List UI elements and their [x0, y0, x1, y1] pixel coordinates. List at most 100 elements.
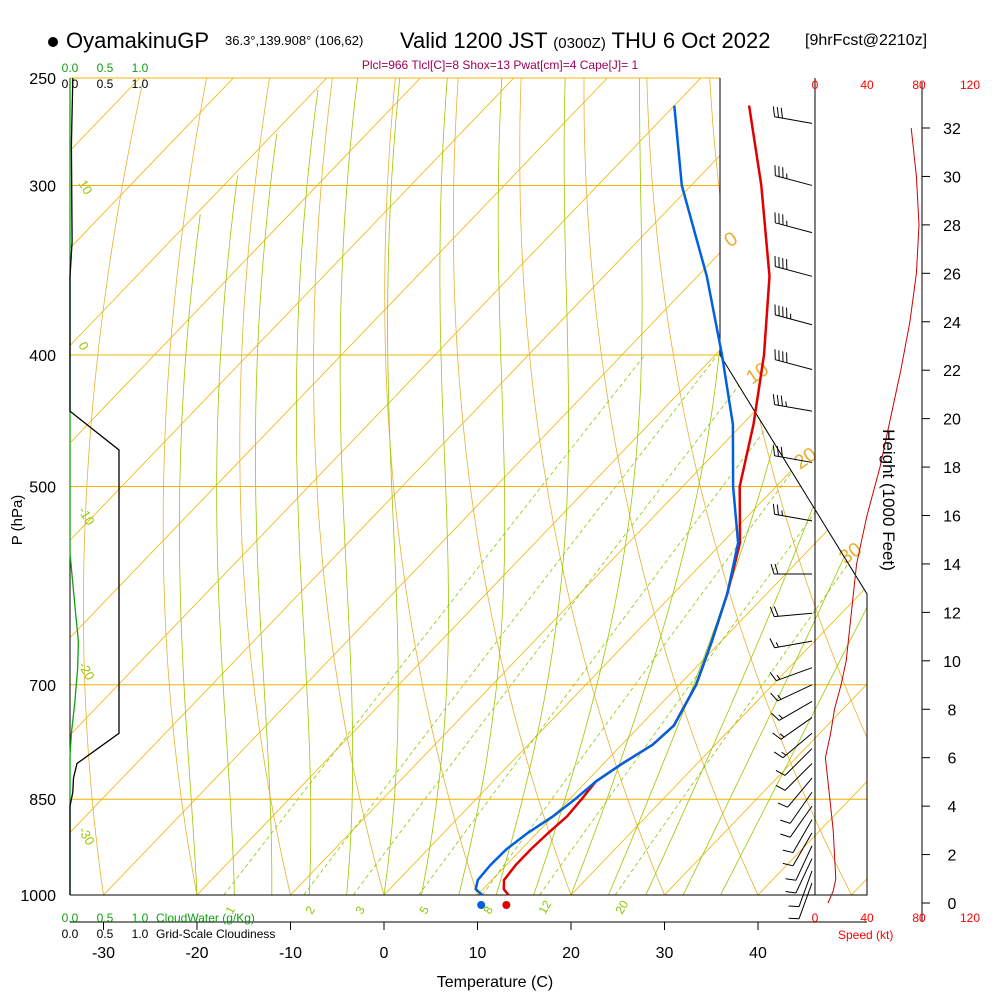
- wind-barb-staff: [795, 858, 813, 894]
- isotherm-line: [70, 78, 421, 895]
- cloudwater-top-tick: 1.0: [132, 61, 149, 75]
- pressure-tick-label: 850: [29, 792, 56, 809]
- wind-barb-flag: [772, 445, 776, 456]
- speed-bottom-tick: 80: [912, 911, 926, 925]
- speed-top-tick: 120: [960, 78, 980, 92]
- wind-barb: [770, 563, 813, 575]
- pressure-tick-label: 500: [29, 480, 56, 497]
- temp-tick-label: 0: [380, 945, 389, 962]
- wind-barb-flag: [770, 563, 775, 575]
- wind-barb-staff: [782, 732, 813, 759]
- height-tick-label: 2: [948, 848, 957, 865]
- moist-adiabat: [645, 78, 867, 895]
- wind-barb-flag: [788, 905, 800, 908]
- height-tick-label: 20: [943, 412, 961, 429]
- wind-barb-flag: [772, 503, 776, 515]
- moist-adiabat-label: -10: [75, 504, 97, 528]
- temp-tick-label: 40: [749, 945, 767, 962]
- wind-barb-flag: [776, 107, 780, 118]
- wind-barb-staff: [774, 404, 813, 412]
- wind-barb-flag: [782, 849, 794, 854]
- wind-barb-flag: [769, 606, 775, 617]
- height-tick-label: 16: [943, 509, 961, 526]
- height-tick-label: 26: [943, 266, 961, 283]
- wind-barb: [785, 845, 813, 881]
- wind-barb-flag: [773, 606, 779, 617]
- cloudiness-top-tick: 0.5: [97, 77, 114, 91]
- mixing-ratio-line: [418, 354, 822, 895]
- wind-barb: [788, 870, 813, 908]
- cloud-panel: 0.00.00.50.51.01.00.00.00.50.51.01.0Clou…: [62, 61, 276, 941]
- height-tick-label: 24: [943, 315, 961, 332]
- dry-adiabat: [239, 78, 291, 895]
- isotherm-line: [851, 78, 867, 895]
- wind-barb-staff: [774, 455, 813, 463]
- wind-barb: [785, 858, 813, 894]
- stability-indices: Plcl=966 Tlcl[C]=8 Shox=13 Pwat[cm]=4 Ca…: [361, 58, 639, 72]
- moist-adiabat: [216, 175, 238, 895]
- moist-adiabat: [383, 78, 403, 895]
- dry-adiabat-label: 0: [720, 228, 742, 252]
- wind-barb-staff: [784, 763, 813, 791]
- wind-barb-half-flag: [777, 694, 782, 700]
- wind-barb-staff: [778, 700, 813, 721]
- wind-barb-flag: [772, 732, 782, 740]
- mixing-ratio-label: 20: [612, 898, 631, 917]
- moist-adiabat-label: -20: [75, 659, 97, 683]
- moist-adiabat: [720, 78, 867, 895]
- thermo-grid: [70, 54, 1000, 895]
- moist-adiabat: [179, 214, 201, 895]
- wind-barb-flag: [775, 784, 786, 791]
- valid-prefix: Valid 1200 JST: [400, 28, 548, 53]
- mixing-ratio-line: [539, 354, 867, 895]
- cloudiness-curve: [69, 77, 120, 895]
- wind-barb: [772, 394, 813, 412]
- height-axis-title: Height (1000 Feet): [879, 429, 898, 571]
- wind-barb-staff: [774, 612, 813, 618]
- temp-tick-label: 20: [562, 945, 580, 962]
- moist-adiabat: [458, 78, 506, 895]
- wind-barb-half-flag: [785, 401, 787, 407]
- isotherm-line: [477, 78, 867, 895]
- height-tick-label: 4: [948, 799, 957, 816]
- cloudwater-top-tick: 0.0: [62, 61, 79, 75]
- isotherm-line: [664, 78, 867, 895]
- wind-barb-flag: [780, 107, 783, 119]
- wind-barb: [775, 748, 813, 776]
- wind-barb-flag: [775, 770, 786, 776]
- wind-barb-staff: [792, 832, 813, 867]
- station-dot-icon: [48, 37, 58, 47]
- dry-adiabat: [313, 78, 385, 895]
- dry-adiabat: [646, 78, 852, 895]
- height-tick-label: 30: [943, 169, 961, 186]
- wind-barb-half-flag: [781, 751, 787, 756]
- wind-barb-flag: [782, 862, 794, 867]
- cloudwater-label: CloudWater (g/Kg): [156, 911, 255, 925]
- wind-barb-staff: [776, 667, 813, 682]
- plot-border: [70, 78, 868, 896]
- dry-adiabat: [957, 54, 1000, 895]
- moist-adiabat-label: 0: [75, 339, 92, 353]
- wind-barb-staff: [775, 222, 813, 234]
- mixing-ratio-line: [223, 354, 646, 895]
- wind-barb-flag: [780, 446, 783, 458]
- station-coords: 36.3°,139.908° (106,62): [225, 33, 364, 48]
- wind-barb-flag: [773, 751, 784, 759]
- wind-barb: [769, 638, 813, 649]
- wind-barb-staff: [795, 845, 813, 881]
- isotherm-line: [70, 78, 328, 895]
- wind-barb: [780, 805, 813, 838]
- height-tick-label: 18: [943, 460, 961, 477]
- mixing-ratio-line: [303, 354, 718, 895]
- cloudiness-top-tick: 1.0: [132, 77, 149, 91]
- pressure-tick-label: 300: [29, 178, 56, 195]
- station-name: OyamakinuGP: [66, 28, 210, 53]
- speed-bottom-tick: 0: [812, 911, 819, 925]
- wind-barb: [772, 445, 813, 463]
- pressure-tick-label: 1000: [20, 888, 56, 905]
- wind-barb-flag: [785, 878, 797, 881]
- sounding-profiles: [474, 105, 771, 909]
- wind-barb-staff: [775, 266, 813, 277]
- mixing-ratio-line: [481, 354, 867, 895]
- wind-barb: [771, 700, 813, 721]
